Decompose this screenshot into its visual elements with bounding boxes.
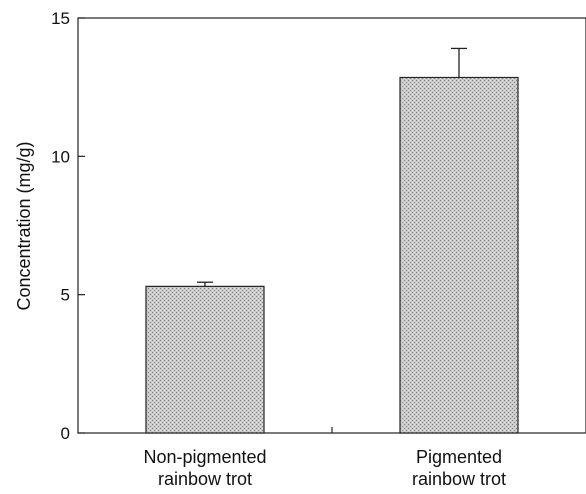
bar-2 <box>399 76 519 434</box>
bars-group <box>145 47 519 434</box>
x-tick-label: Non-pigmented <box>143 447 266 467</box>
y-axis-title: Concentration (mg/g) <box>14 141 34 310</box>
x-tick-label: rainbow trot <box>412 469 506 489</box>
y-tick-label: 5 <box>61 286 70 305</box>
y-axis-ticks: 0 5 10 15 <box>51 9 85 443</box>
x-tick-label: Pigmented <box>416 447 502 467</box>
y-tick-label: 0 <box>61 424 70 443</box>
x-tick-label: rainbow trot <box>158 469 252 489</box>
y-tick-label: 10 <box>51 147 70 166</box>
bar-1 <box>145 285 265 434</box>
y-tick-label: 15 <box>51 9 70 28</box>
